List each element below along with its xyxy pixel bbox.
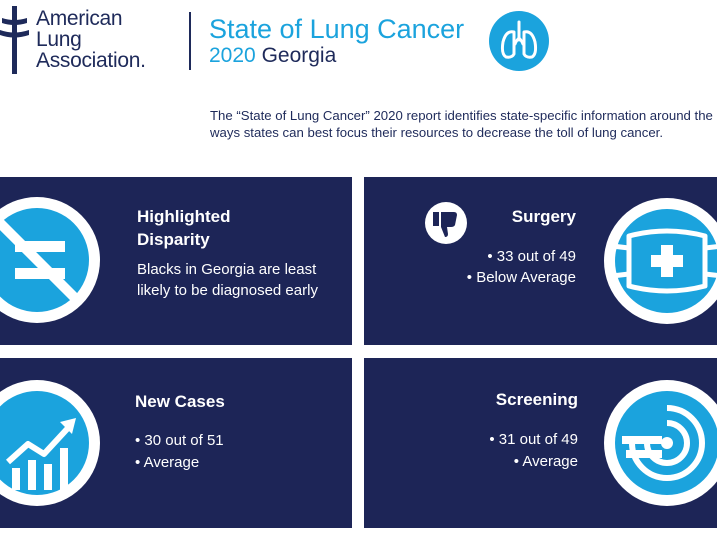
surgical-mask-icon <box>604 198 717 324</box>
page-subtitle: 2020 Georgia <box>209 44 336 68</box>
card-screening-title: Screening <box>495 390 578 409</box>
lungs-icon <box>489 11 549 71</box>
ala-logo: American Lung Association. <box>0 0 180 80</box>
card-disparity-text-line-1: Blacks in Georgia are least <box>137 261 317 278</box>
card-disparity-title-line-1: Highlighted <box>137 207 231 226</box>
card-new-cases-title: New Cases <box>135 392 225 411</box>
card-screening: Screening • 31 out of 49 • Average <box>364 358 717 528</box>
rising-chart-icon <box>0 380 100 506</box>
card-disparity-text: Blacks in Georgia are least likely to be… <box>137 259 318 301</box>
card-new-cases-bullet-1: • 30 out of 51 <box>135 432 224 449</box>
thumbs-down-icon <box>425 202 467 244</box>
card-surgery-bullet-2: • Below Average <box>466 269 576 286</box>
card-disparity-title: Highlighted Disparity <box>137 205 230 251</box>
not-equal-icon <box>0 197 100 323</box>
card-screening-bullet-1: • 31 out of 49 <box>489 431 578 448</box>
card-disparity-title-line-2: Disparity <box>137 230 210 249</box>
logo-line-1: American <box>36 7 123 30</box>
card-disparity-text-line-2: likely to be diagnosed early <box>137 282 318 299</box>
card-screening-bullet-2: • Average <box>513 453 578 470</box>
card-new-cases-bullet-2: • Average <box>135 454 200 471</box>
scanner-icon <box>604 380 717 506</box>
card-highlighted-disparity: Highlighted Disparity Blacks in Georgia … <box>0 177 352 345</box>
card-new-cases: New Cases • 30 out of 51 • Average <box>0 358 352 528</box>
state-name: Georgia <box>261 44 337 67</box>
page-title: State of Lung Cancer <box>209 14 465 44</box>
logo-wordmark: American Lung Association. <box>36 8 146 71</box>
card-surgery: Surgery • 33 out of 49 • Below Average <box>364 177 717 345</box>
report-year: 2020 <box>209 44 256 67</box>
logo-line-3: Association. <box>36 49 146 72</box>
card-surgery-title: Surgery <box>511 207 576 226</box>
double-cross-icon <box>0 6 29 74</box>
intro-paragraph: The “State of Lung Cancer” 2020 report i… <box>210 108 713 141</box>
logo-line-2: Lung <box>36 28 82 51</box>
card-surgery-bullet-1: • 33 out of 49 <box>487 248 576 265</box>
header-divider <box>189 12 191 70</box>
